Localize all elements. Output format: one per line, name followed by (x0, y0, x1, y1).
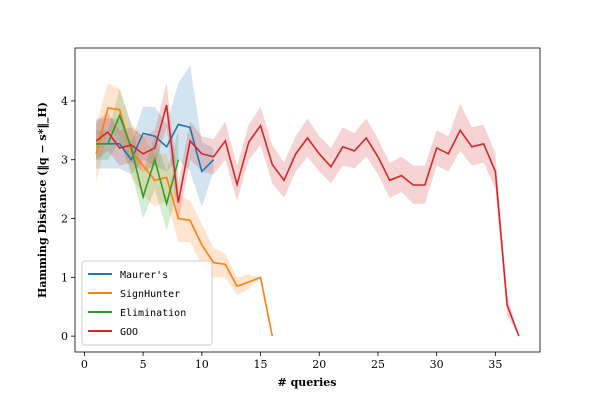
y-tick-label: 3 (61, 154, 68, 167)
x-tick-label: 25 (371, 358, 385, 371)
x-tick-label: 15 (254, 358, 268, 371)
x-tick-label: 5 (140, 358, 147, 371)
axes: 0 5 10 15 20 25 30 35 0 1 2 3 4 (61, 95, 502, 371)
x-tick-label: 10 (195, 358, 209, 371)
y-tick-label: 1 (61, 271, 68, 284)
legend-label: Maurer's (120, 270, 168, 281)
series-line (96, 113, 180, 207)
y-tick-label: 4 (61, 95, 68, 108)
legend-box (81, 260, 213, 346)
x-tick-label: 0 (81, 358, 88, 371)
band (96, 83, 519, 337)
y-tick-label: 0 (61, 330, 68, 343)
legend: Maurer's SignHunter Elimination GOO (81, 260, 213, 346)
plot-frame (74, 47, 541, 353)
band (96, 83, 273, 337)
y-tick-label: 2 (61, 213, 68, 226)
series-line (95, 104, 520, 337)
legend-label: Elimination (120, 308, 186, 319)
x-tick-label: 20 (312, 358, 326, 371)
lines (95, 104, 520, 337)
x-tick-label: 35 (488, 358, 502, 371)
x-tick-label: 30 (430, 358, 444, 371)
x-axis-label: # queries (278, 376, 337, 389)
y-axis-label: Hamming Distance (‖q − s*‖_H) (36, 102, 50, 298)
legend-label: SignHunter (120, 289, 180, 300)
legend-label: GOO (120, 327, 138, 338)
